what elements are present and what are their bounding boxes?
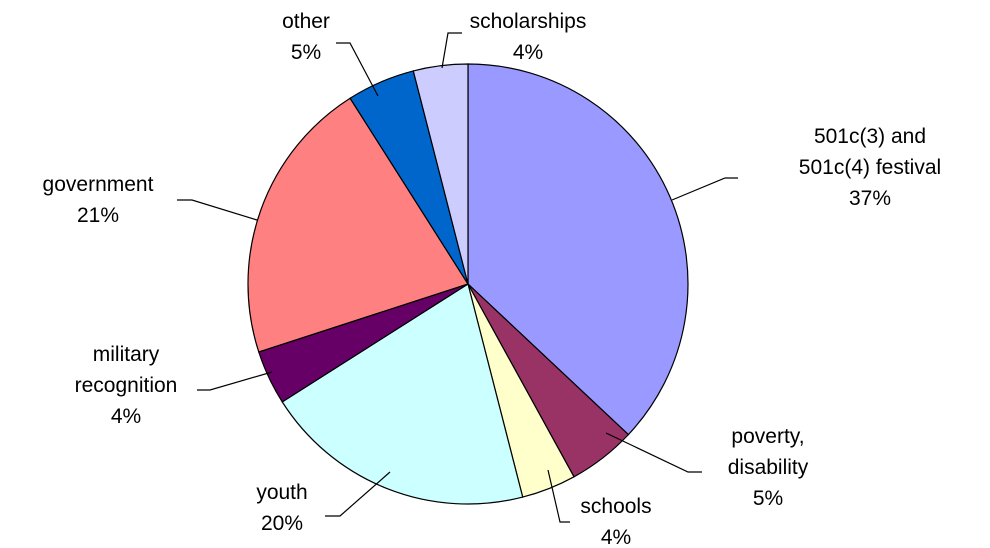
leader-line <box>547 469 570 523</box>
slice-label: military recognition 4% <box>75 343 178 428</box>
leader-line <box>671 177 738 201</box>
slice-percent: 37% <box>849 187 891 210</box>
slice-label-line: disability <box>728 456 809 479</box>
slice-percent: 5% <box>753 487 783 510</box>
leader-line <box>177 199 258 221</box>
label-leader-lines <box>177 32 738 523</box>
leader-line <box>197 371 273 391</box>
slice-label-line: military <box>93 343 160 366</box>
pie-slice <box>247 97 469 353</box>
pie-slice <box>412 63 469 285</box>
slice-label: schools 4% <box>580 495 651 548</box>
slice-label-line: other <box>282 10 330 33</box>
leader-line <box>441 32 462 69</box>
slice-label: 501c(3) and 501c(4) festival 37% <box>799 125 941 210</box>
slice-percent: 4% <box>601 526 631 548</box>
pie-slice <box>281 283 524 505</box>
slice-label-line: schools <box>580 495 651 518</box>
slice-percent: 4% <box>111 405 141 428</box>
slice-label: poverty, disability 5% <box>728 425 809 510</box>
pie-slices <box>247 63 689 505</box>
slice-percent: 21% <box>77 204 119 227</box>
leader-line <box>336 42 379 97</box>
slice-label-line: poverty, <box>731 425 804 448</box>
slice-label-line: scholarships <box>470 10 587 33</box>
slice-labels: 501c(3) and 501c(4) festival 37% poverty, di… <box>43 10 942 548</box>
slice-label-line: recognition <box>75 374 178 397</box>
slice-label-line: government <box>43 173 154 196</box>
pie-slice <box>467 63 689 436</box>
leader-line <box>325 471 391 517</box>
slice-percent: 5% <box>291 41 321 64</box>
slice-label: youth 20% <box>256 481 307 535</box>
slice-percent: 20% <box>261 512 303 535</box>
slice-label: scholarships 4% <box>470 10 587 64</box>
slice-label: other 5% <box>282 10 330 64</box>
slice-label: government 21% <box>43 173 154 227</box>
slice-label-line: 501c(3) and <box>814 125 926 148</box>
slice-label-line: 501c(4) festival <box>799 156 941 179</box>
slice-label-line: youth <box>256 481 307 504</box>
leader-line <box>605 432 702 473</box>
slice-percent: 4% <box>513 41 543 64</box>
